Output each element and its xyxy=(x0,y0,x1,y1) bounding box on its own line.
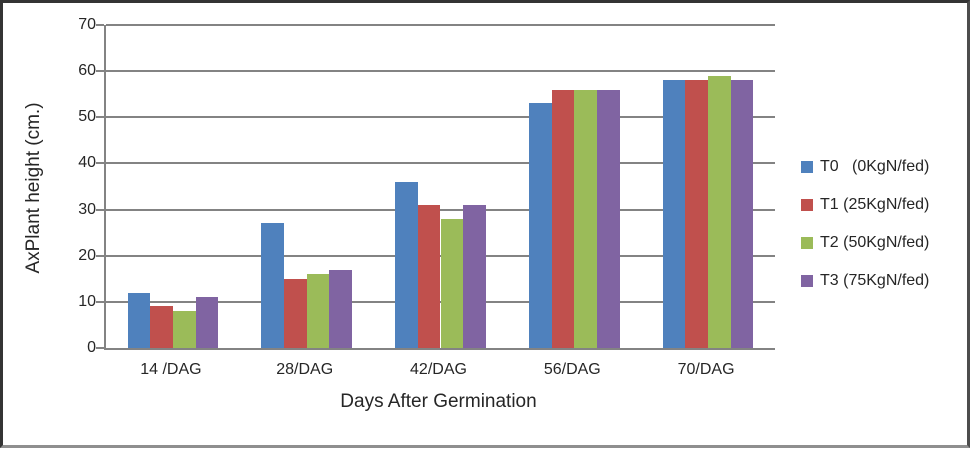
gridline-y50 xyxy=(106,116,775,119)
gridline-y60 xyxy=(106,70,775,73)
y-tick-label-30: 30 xyxy=(78,200,96,218)
y-tick-mark-60 xyxy=(96,70,104,73)
bar-t2-14-dag xyxy=(172,311,196,348)
gridline-y70 xyxy=(106,24,775,26)
legend-swatch-t1 xyxy=(801,199,813,211)
y-tick-label-20: 20 xyxy=(78,246,96,264)
y-tick-label-0: 0 xyxy=(87,339,96,356)
bar-t3-14-dag xyxy=(195,297,219,348)
legend-label-t0: T0 (0KgN/fed) xyxy=(820,158,930,175)
y-tick-mark-20 xyxy=(96,254,104,257)
bar-t2-56-dag xyxy=(574,89,597,348)
y-tick-label-50: 50 xyxy=(78,108,96,126)
bar-t3-42-dag xyxy=(463,204,486,348)
legend-swatch-t2 xyxy=(801,237,813,249)
bar-t0-28-dag xyxy=(261,223,284,348)
x-category-label-56-dag: 56/DAG xyxy=(543,361,601,378)
y-tick-label-70: 70 xyxy=(78,16,96,33)
bar-t3-56-dag xyxy=(597,89,620,348)
bar-t0-14-dag xyxy=(127,292,151,348)
legend: T0 (0KgN/fed) T1 (25KgN/fed) T2 (50KgN/fed… xyxy=(801,157,929,309)
bar-t1-42-dag xyxy=(417,204,441,348)
legend-swatch-t3 xyxy=(801,275,813,287)
x-axis-title: Days After Germination xyxy=(340,391,537,412)
bar-t0-70-dag xyxy=(662,80,686,348)
bar-t2-70-dag xyxy=(708,75,731,348)
y-tick-mark-50 xyxy=(96,116,104,119)
legend-label-t1: T1 (25KgN/fed) xyxy=(820,196,930,213)
y-tick-mark-70 xyxy=(96,24,104,26)
gridline-y30 xyxy=(106,208,775,211)
y-tick-mark-0 xyxy=(96,347,104,349)
plot-area xyxy=(96,24,775,350)
x-category-label-70-dag: 70/DAG xyxy=(677,361,735,378)
y-tick-mark-30 xyxy=(96,208,104,211)
legend-swatch-t0 xyxy=(801,161,813,173)
bar-t2-42-dag xyxy=(440,218,464,348)
bar-t3-70-dag xyxy=(730,80,754,348)
legend-item-t3: T3 (75KgN/fed) xyxy=(801,271,929,291)
x-category-label-42-dag: 42/DAG xyxy=(410,361,467,378)
legend-item-t2: T2 (50KgN/fed) xyxy=(801,233,929,253)
bar-t1-70-dag xyxy=(685,80,709,348)
bar-t1-56-dag xyxy=(551,89,575,348)
legend-label-t3: T3 (75KgN/fed) xyxy=(820,272,930,289)
y-tick-label-60: 60 xyxy=(78,62,96,80)
bar-t1-28-dag xyxy=(284,278,307,348)
x-category-label-14-dag: 14 /DAG xyxy=(140,361,202,378)
y-tick-label-10: 10 xyxy=(78,292,96,310)
gridline-y40 xyxy=(106,162,775,165)
bar-t0-56-dag xyxy=(528,103,552,348)
legend-label-t2: T2 (50KgN/fed) xyxy=(820,234,930,251)
y-tick-mark-40 xyxy=(96,162,104,165)
legend-item-t1: T1 (25KgN/fed) xyxy=(801,195,929,215)
bar-t2-28-dag xyxy=(306,274,330,348)
bar-t1-14-dag xyxy=(150,306,173,348)
x-category-label-28-dag: 28/DAG xyxy=(276,361,334,378)
legend-item-t0: T0 (0KgN/fed) xyxy=(801,157,929,177)
bar-t0-42-dag xyxy=(395,181,418,348)
y-tick-label-40: 40 xyxy=(78,154,96,172)
bar-t3-28-dag xyxy=(329,269,353,348)
y-tick-mark-10 xyxy=(96,300,104,303)
